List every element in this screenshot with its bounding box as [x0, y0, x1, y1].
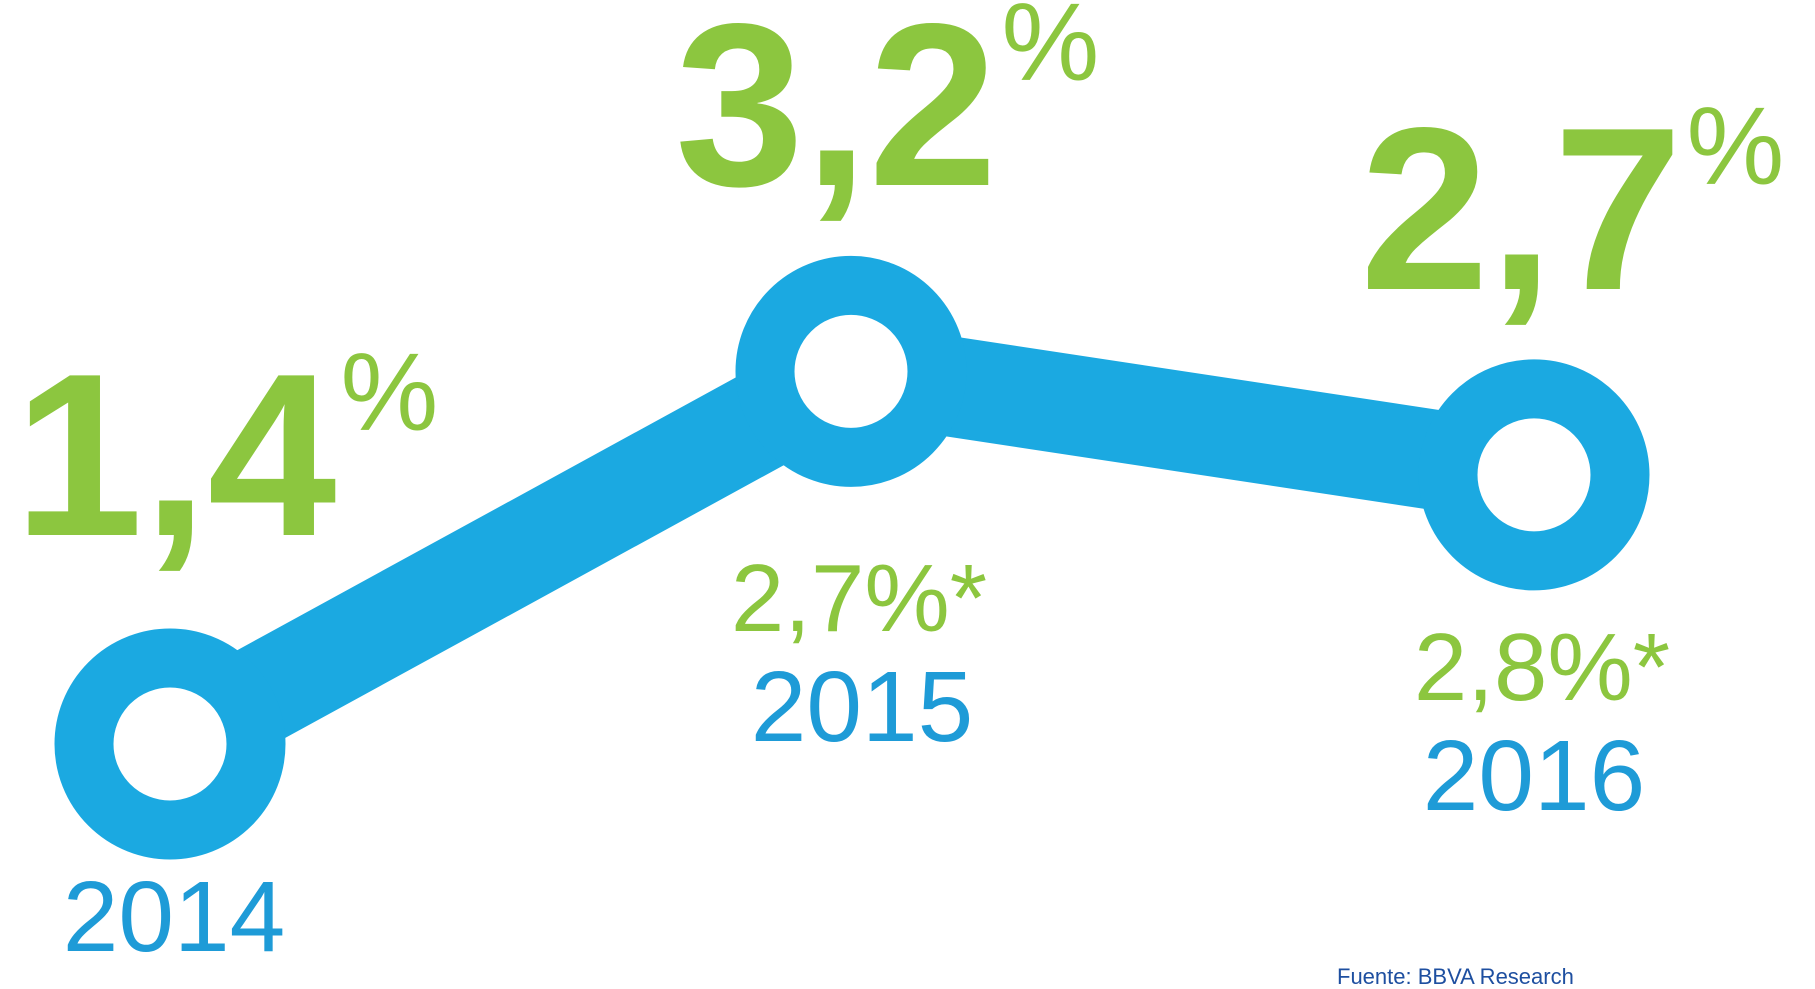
point: [735, 255, 967, 487]
value-label: 3,2%: [675, 0, 1099, 235]
point: [54, 628, 286, 860]
estimate-label: 2,8%*: [1414, 614, 1670, 721]
category-label: 2015: [751, 651, 973, 763]
category-label: 2016: [1423, 720, 1645, 832]
source-note: Fuente: BBVA Research: [1337, 964, 1574, 989]
estimate-label: 2,7%*: [731, 545, 987, 652]
value-label: 2,7%: [1360, 80, 1784, 339]
point: [1418, 359, 1650, 591]
value-label: 1,4%: [14, 326, 438, 585]
category-label: 2014: [63, 861, 285, 973]
